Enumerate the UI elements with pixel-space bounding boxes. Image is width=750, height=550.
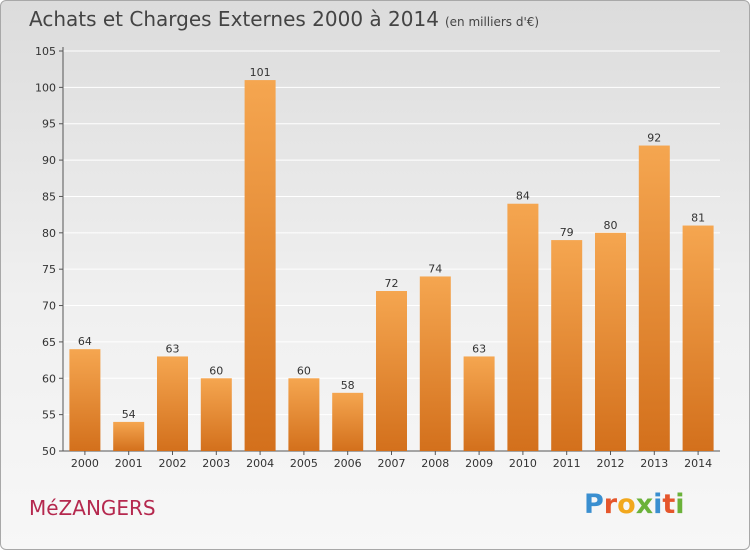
- data-label: 80: [604, 219, 618, 232]
- chart-title: Achats et Charges Externes 2000 à 2014 (e…: [29, 7, 539, 31]
- x-tick-label: 2001: [115, 457, 143, 470]
- y-tick-label: 70: [42, 300, 56, 313]
- data-label: 92: [647, 132, 661, 145]
- bar-2010[interactable]: [507, 203, 539, 451]
- bar-2000[interactable]: [69, 349, 101, 451]
- x-tick-label: 2005: [290, 457, 318, 470]
- y-tick-label: 85: [42, 190, 56, 203]
- bar-2007[interactable]: [376, 291, 407, 451]
- logo-letter: t: [662, 489, 676, 520]
- data-label: 60: [209, 364, 223, 377]
- logo-letter: x: [635, 489, 654, 520]
- bar-2013[interactable]: [638, 145, 670, 451]
- y-tick-label: 60: [42, 372, 56, 385]
- x-tick-label: 2009: [465, 457, 493, 470]
- y-tick-label: 65: [42, 336, 56, 349]
- bar-2011[interactable]: [551, 240, 583, 451]
- data-label: 84: [516, 190, 530, 203]
- x-tick-label: 2003: [202, 457, 230, 470]
- x-tick-label: 2006: [334, 457, 362, 470]
- data-labels: 64 54 63 60 101 60 58 72 74 63 84 79 80 92 81: [78, 66, 705, 421]
- x-tick-label: 2007: [378, 457, 406, 470]
- y-tick-label: 90: [42, 154, 56, 167]
- y-tick-label: 95: [42, 118, 56, 131]
- x-tick-label: 2002: [159, 457, 187, 470]
- logo-letter: i: [675, 489, 685, 520]
- bar-2001[interactable]: [113, 421, 145, 451]
- proxiti-logo[interactable]: Proxiti: [584, 489, 685, 520]
- x-tick-label: 2013: [640, 457, 668, 470]
- data-label: 54: [122, 408, 136, 421]
- bar-2005[interactable]: [288, 378, 320, 451]
- data-label: 74: [428, 262, 442, 275]
- data-label: 63: [472, 342, 486, 355]
- bar-2008[interactable]: [419, 276, 451, 451]
- bars: [69, 80, 714, 451]
- data-label: 72: [385, 277, 399, 290]
- y-tick-label: 75: [42, 263, 56, 276]
- y-tick-label: 55: [42, 409, 56, 422]
- y-tick-label: 80: [42, 227, 56, 240]
- logo-letter: r: [603, 489, 618, 520]
- x-tick-label: 2011: [553, 457, 581, 470]
- bar-2003[interactable]: [200, 378, 232, 451]
- y-tick-label: 100: [35, 81, 56, 94]
- x-tick-label: 2004: [246, 457, 274, 470]
- data-label: 63: [166, 342, 180, 355]
- logo-letter: o: [617, 489, 636, 520]
- title-unit: (en milliers d'€): [444, 15, 540, 29]
- x-tick-label: 2000: [71, 457, 99, 470]
- data-label: 58: [341, 379, 355, 392]
- x-tick-label: 2008: [421, 457, 449, 470]
- bar-2009[interactable]: [463, 356, 495, 451]
- bar-2004[interactable]: [244, 80, 276, 451]
- data-label: 64: [78, 335, 92, 348]
- bar-2012[interactable]: [595, 232, 626, 451]
- title-text: Achats et Charges Externes 2000 à 2014: [29, 7, 439, 31]
- data-label: 81: [691, 212, 705, 225]
- bar-2014[interactable]: [682, 225, 714, 451]
- y-tick-label: 105: [35, 45, 56, 58]
- bar-2006[interactable]: [332, 392, 364, 451]
- x-tick-label: 2014: [684, 457, 712, 470]
- bar-2002[interactable]: [157, 356, 188, 451]
- x-tick-label: 2010: [509, 457, 537, 470]
- data-label: 101: [250, 66, 271, 79]
- logo-letter: i: [653, 489, 663, 520]
- data-label: 60: [297, 364, 311, 377]
- logo-letter: P: [584, 489, 604, 520]
- data-label: 79: [560, 226, 574, 239]
- y-tick-label: 50: [42, 445, 56, 458]
- x-tick-label: 2012: [597, 457, 625, 470]
- commune-name: MéZANGERS: [29, 496, 156, 520]
